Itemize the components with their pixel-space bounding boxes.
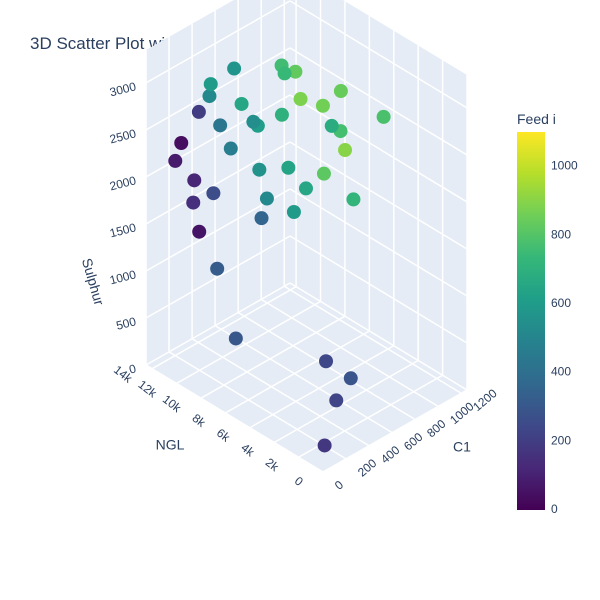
scatter-point <box>191 104 206 119</box>
scatter-point <box>319 354 334 369</box>
z-tick-label: 1500 <box>108 220 138 240</box>
colorbar-tick-label: 600 <box>551 296 571 310</box>
scatter-point <box>333 84 348 99</box>
z-axis-title: Sulphur <box>79 256 108 307</box>
grid-line <box>151 286 297 370</box>
x-axis-title: C1 <box>453 439 471 455</box>
scatter-point <box>234 96 249 111</box>
grid-line <box>249 345 395 429</box>
y-tick-label: 6k <box>214 426 233 445</box>
grid-line <box>224 330 370 414</box>
wall-floor <box>146 283 467 472</box>
scatter-point <box>186 195 201 210</box>
grid-line <box>145 0 291 84</box>
scatter-point <box>338 143 353 158</box>
x-tick-label: 400 <box>378 443 403 467</box>
z-tick-label: 500 <box>115 314 138 333</box>
grid-line <box>214 324 393 434</box>
grid-line <box>273 359 419 444</box>
scatter-point <box>210 261 225 276</box>
scatter-point <box>316 166 331 181</box>
scatter-point <box>174 135 189 150</box>
z-tick-label: 2000 <box>108 173 138 193</box>
scatter-point <box>317 438 332 453</box>
colorbar-tick-label: 800 <box>551 227 571 241</box>
colorbar-tick-label: 1000 <box>551 159 578 173</box>
grid-line <box>145 364 324 473</box>
grid-line <box>200 315 346 399</box>
scatter-point <box>203 77 218 92</box>
scatter-point <box>288 64 303 79</box>
x-tick-label: 600 <box>401 430 426 454</box>
scatter-point <box>187 173 202 188</box>
scatter-point <box>246 114 261 129</box>
grid-line <box>283 285 462 394</box>
grid-line <box>260 298 439 408</box>
scatter-point <box>202 89 217 104</box>
grid-line <box>289 0 468 109</box>
grid-line <box>289 235 468 344</box>
z-tick-label: 1000 <box>108 267 138 287</box>
x-tick-label: 0 <box>332 478 346 493</box>
colorbar: 0 200 400 600 800 1000 <box>517 132 578 516</box>
grid-line <box>289 47 468 156</box>
scatter-point <box>274 107 289 122</box>
colorbar-tick-label: 0 <box>551 502 558 516</box>
scatter-point <box>298 181 313 196</box>
grid-line <box>191 338 370 447</box>
z-tick-label: 2500 <box>108 126 138 146</box>
scene-3d[interactable]: 02004006008001000120002k4k6k8k10k12k14k0… <box>79 0 500 493</box>
y-tick-label: 2k <box>263 455 282 474</box>
grid-line <box>289 282 468 391</box>
scatter-point <box>252 162 267 177</box>
y-tick-label: 0 <box>292 474 306 489</box>
grid-line <box>289 141 468 250</box>
grid-line <box>145 141 291 225</box>
scatter-point <box>259 191 274 206</box>
grid-line <box>322 389 468 473</box>
x-tick-label: 200 <box>355 456 380 480</box>
scatter-point <box>228 331 243 346</box>
scatter-point <box>227 61 242 76</box>
grid-line <box>176 300 321 385</box>
grid-line <box>168 351 347 460</box>
scatter-point <box>254 211 269 226</box>
grid-line <box>145 282 291 366</box>
scatter-point <box>277 66 292 81</box>
colorbar-tick-label: 400 <box>551 365 571 379</box>
scatter-point <box>324 118 339 133</box>
scatter-point <box>329 393 344 408</box>
scatter-point <box>293 92 308 107</box>
colorbar-gradient <box>517 132 545 510</box>
z-tick-label: 0 <box>128 361 138 376</box>
grid-line <box>145 47 291 131</box>
y-tick-label: 12k <box>135 377 160 401</box>
grid-line <box>289 188 468 297</box>
y-tick-label: 10k <box>160 392 185 416</box>
scatter-point <box>346 192 361 207</box>
scatter-point <box>223 141 238 156</box>
scatter-point <box>376 109 391 124</box>
scatter-point <box>343 371 358 386</box>
y-tick-label: 4k <box>238 441 257 460</box>
grid-line <box>289 94 468 203</box>
scatter-point <box>192 224 207 239</box>
scatter-point <box>315 98 330 113</box>
x-tick-label: 1200 <box>470 386 500 414</box>
y-axis-title: NGL <box>156 437 185 453</box>
z-tick-label: 3000 <box>108 79 138 99</box>
grid-line <box>145 235 291 319</box>
scatter-point <box>286 205 301 220</box>
x-tick-label: 800 <box>424 416 449 440</box>
colorbar-title: Feed i <box>517 111 556 127</box>
scatter-point <box>213 118 228 133</box>
scatter-point <box>168 153 183 168</box>
scatter-point <box>206 186 221 201</box>
y-tick-label: 8k <box>190 411 209 430</box>
colorbar-tick-label: 200 <box>551 433 571 447</box>
scatter-point <box>281 160 296 175</box>
